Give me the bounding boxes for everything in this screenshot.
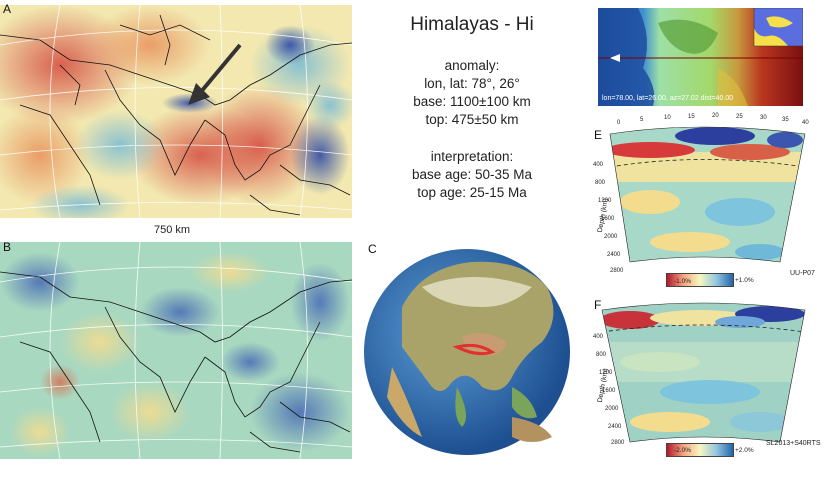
colorbar-f: [666, 443, 734, 457]
direction-arrow-icon: [610, 54, 620, 62]
cross-section-f-plot: [601, 302, 806, 443]
interpretation-heading: interpretation:: [430, 149, 514, 164]
region-outline-icon: [452, 343, 496, 356]
colorbar-e-min: -1.0%: [674, 278, 691, 285]
f-depth-tick: 2800: [611, 440, 625, 446]
globe-icon: [364, 249, 570, 455]
tomography-map-b: [0, 242, 352, 459]
e-x-tick: 40: [802, 120, 809, 126]
cross-section-f: 400 800 1200 1600 2000 2400 2800 Depth (…: [590, 292, 815, 452]
panel-letter-f: F: [594, 298, 602, 312]
map-panel-a: [0, 5, 352, 218]
scale-bar-label: 750 km: [154, 224, 191, 236]
panel-letter-c: C: [368, 242, 377, 256]
panel-letter-b: B: [3, 240, 12, 254]
e-x-tick: 0: [617, 120, 621, 126]
e-x-tick: 5: [640, 117, 644, 123]
anomaly-base: base: 1100±100 km: [413, 94, 531, 109]
interpretation-base-age: base age: 50-35 Ma: [411, 167, 533, 182]
e-x-tick: 25: [736, 114, 743, 120]
figure-title: Himalayas - Hi: [410, 14, 534, 35]
colorbar-f-max: +2.0%: [735, 447, 754, 454]
interpretation-top-age: top age: 25-15 Ma: [417, 185, 527, 200]
e-depth-tick: 1600: [601, 216, 615, 222]
colorbar-e: [666, 273, 734, 287]
location-map: lon=78.00, lat=26.00, az=27.02 dist=40.0…: [598, 8, 803, 106]
colorbar-f-min: -2.0%: [674, 447, 691, 454]
anomaly-lonlat: lon, lat: 78°, 26°: [424, 76, 520, 91]
e-depth-tick: 2400: [607, 252, 621, 258]
model-label-f: SL2013+S40RTS: [766, 440, 821, 447]
map-panel-b: [0, 242, 352, 459]
e-depth-tick: 1200: [598, 198, 612, 204]
f-depth-tick: 2000: [605, 406, 619, 412]
tomography-map-a: [0, 5, 352, 218]
e-depth-tick: 2000: [604, 234, 618, 240]
arrow-icon: [198, 43, 242, 95]
f-depth-tick: 400: [593, 334, 604, 340]
e-x-tick: 10: [664, 115, 671, 121]
globe-panel: [362, 247, 572, 457]
e-depth-tick: 2800: [610, 268, 624, 274]
anomaly-top: top: 475±50 km: [425, 112, 519, 127]
e-depth-tick: 800: [595, 180, 606, 186]
f-depth-tick: 800: [596, 352, 607, 358]
f-depth-tick: 1200: [599, 370, 613, 376]
location-map-caption: lon=78.00, lat=26.00, az=27.02 dist=40.0…: [602, 95, 734, 102]
f-depth-tick: 1600: [602, 388, 616, 394]
colorbar-e-max: +1.0%: [735, 277, 754, 284]
panel-letter-e: E: [594, 128, 603, 142]
e-x-tick: 35: [782, 117, 789, 123]
e-x-tick: 15: [688, 114, 695, 120]
e-depth-tick: 400: [593, 162, 604, 168]
panel-letter-a: A: [3, 2, 12, 16]
cross-section-e-plot: [609, 126, 806, 263]
e-x-tick: 30: [760, 115, 767, 121]
e-x-tick: 20: [712, 113, 719, 119]
anomaly-heading: anomaly:: [444, 58, 500, 73]
cross-section-e: 0 5 10 15 20 25 30 35 40 400 800 1200 16…: [590, 112, 815, 282]
f-depth-tick: 2400: [608, 424, 622, 430]
location-map-image: [598, 8, 803, 106]
model-label-e: UU-P07: [790, 270, 815, 277]
